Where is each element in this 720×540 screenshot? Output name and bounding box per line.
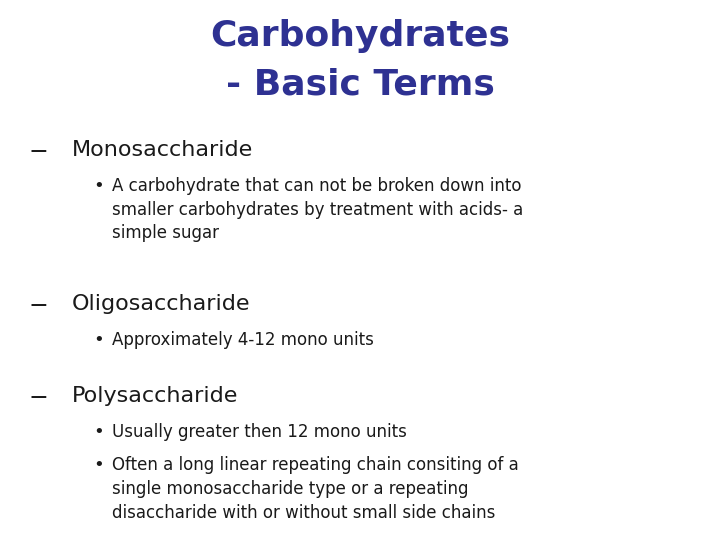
Text: −: −: [29, 386, 48, 410]
Text: Monosaccharide: Monosaccharide: [72, 140, 253, 160]
Text: •: •: [94, 423, 104, 441]
Text: Polysaccharide: Polysaccharide: [72, 386, 238, 406]
Text: Often a long linear repeating chain consiting of a
single monosaccharide type or: Often a long linear repeating chain cons…: [112, 456, 518, 522]
Text: •: •: [94, 331, 104, 349]
Text: Carbohydrates: Carbohydrates: [210, 19, 510, 53]
Text: −: −: [29, 140, 48, 164]
Text: Approximately 4-12 mono units: Approximately 4-12 mono units: [112, 331, 374, 349]
Text: •: •: [94, 177, 104, 195]
Text: −: −: [29, 294, 48, 318]
Text: Oligosaccharide: Oligosaccharide: [72, 294, 251, 314]
Text: - Basic Terms: - Basic Terms: [225, 68, 495, 102]
Text: A carbohydrate that can not be broken down into
smaller carbohydrates by treatme: A carbohydrate that can not be broken do…: [112, 177, 523, 242]
Text: Usually greater then 12 mono units: Usually greater then 12 mono units: [112, 423, 407, 441]
Text: •: •: [94, 456, 104, 474]
